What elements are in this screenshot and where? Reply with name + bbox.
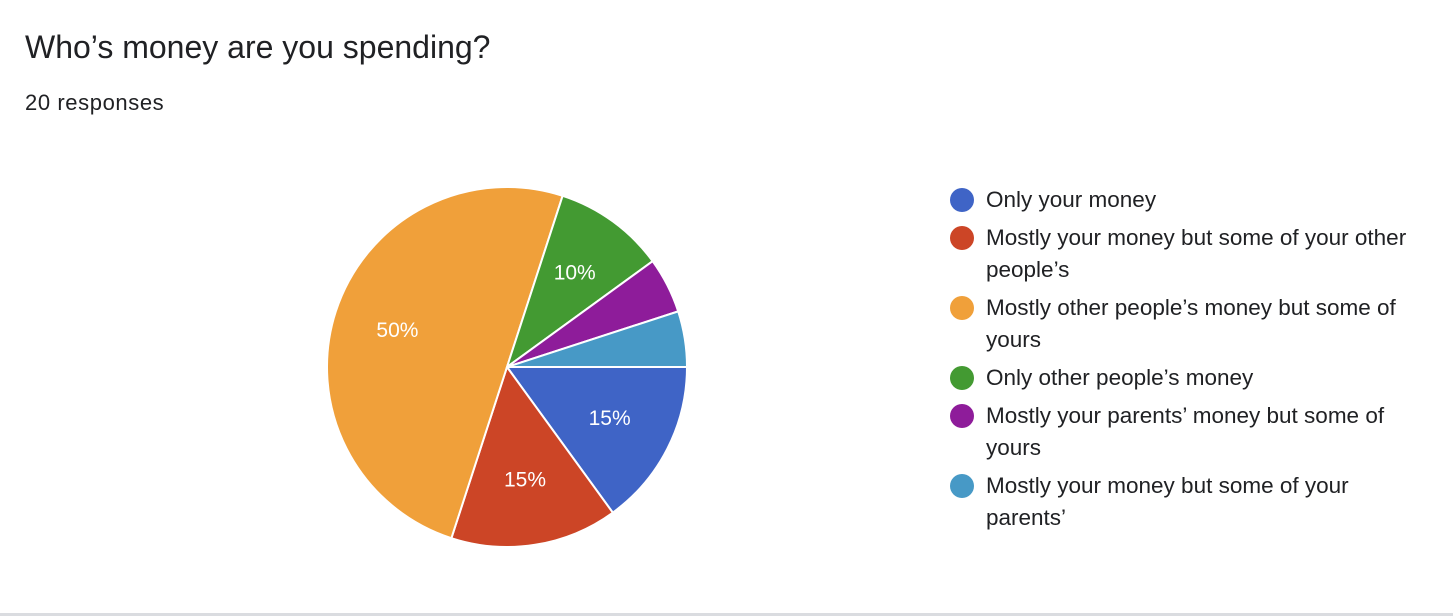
legend-label: Only other people’s money	[986, 365, 1254, 390]
legend-label: Only your money	[986, 187, 1157, 212]
legend-label: Mostly your money but some of your paren…	[986, 473, 1349, 530]
legend-item-6: Mostly your money but some of your paren…	[950, 470, 1430, 534]
chart-title: Who’s money are you spending?	[25, 29, 491, 65]
slice-label-4: 10%	[554, 261, 596, 284]
divider	[0, 613, 1453, 616]
slice-label-3: 50%	[376, 319, 418, 342]
legend-swatch-icon	[950, 226, 974, 250]
pie-slice-3	[326, 186, 564, 540]
legend-item-4: Only other people’s money	[950, 362, 1430, 394]
pie-slice-1	[505, 366, 689, 515]
legend-label: Mostly other people’s money but some of …	[986, 295, 1396, 352]
legend-item-3: Mostly other people’s money but some of …	[950, 292, 1430, 356]
slice-label-2: 15%	[504, 468, 546, 491]
slice-label-1: 15%	[589, 407, 631, 430]
legend-label: Mostly your parents’ money but some of y…	[986, 403, 1385, 460]
legend-item-1: Only your money	[950, 184, 1430, 216]
response-count: 20 responses	[25, 90, 165, 115]
legend-label: Mostly your money but some of your other…	[986, 225, 1407, 282]
legend-item-5: Mostly your parents’ money but some of y…	[950, 400, 1430, 464]
legend-swatch-icon	[950, 404, 974, 428]
legend: Only your money Mostly your money but som…	[950, 184, 1430, 540]
legend-swatch-icon	[950, 474, 974, 498]
legend-swatch-icon	[950, 366, 974, 390]
legend-swatch-icon	[950, 296, 974, 320]
pie-slice-4	[505, 194, 655, 370]
legend-item-2: Mostly your money but some of your other…	[950, 222, 1430, 286]
pie-slice-2	[450, 364, 615, 548]
legend-swatch-icon	[950, 188, 974, 212]
pie-slice-6	[506, 310, 689, 368]
